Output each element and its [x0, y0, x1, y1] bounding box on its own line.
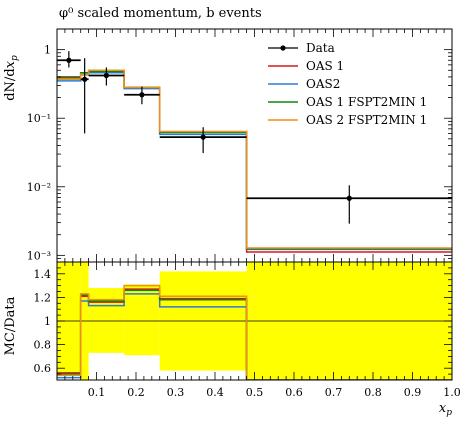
main-frame — [56, 28, 453, 263]
x-tick-label-5: 0.6 — [285, 386, 303, 399]
data-point-5 — [246, 185, 452, 224]
data-point-2 — [88, 67, 125, 86]
legend-entry-3: OAS 1 FSPT2MIN 1 — [268, 95, 427, 109]
y-axis-label-main: dN/dxp — [3, 55, 20, 101]
ratio-band-0 — [57, 262, 81, 375]
ratio-ytick-label-4: 1.4 — [34, 268, 52, 281]
legend-entry-4: OAS 2 FSPT2MIN 1 — [268, 113, 427, 127]
legend-label-3: OAS 1 FSPT2MIN 1 — [306, 95, 427, 109]
legend-entry-1: OAS 1 — [268, 59, 344, 73]
legend-label-0: Data — [306, 41, 335, 55]
x-tick-label-2: 0.3 — [167, 386, 185, 399]
x-axis-label: xp — [439, 401, 452, 418]
x-tick-label-1: 0.2 — [127, 386, 145, 399]
x-tick-label-4: 0.5 — [246, 386, 264, 399]
x-tick-label-3: 0.4 — [206, 386, 224, 399]
ratio-ytick-label-1: 0.8 — [34, 339, 52, 352]
main-ytick-label-2: 10⁻² — [27, 181, 51, 194]
data-point-1 — [80, 58, 89, 134]
ratio-ytick-label-3: 1.2 — [34, 291, 52, 304]
x-tick-label-8: 0.9 — [404, 386, 422, 399]
data-marker-3 — [139, 92, 145, 98]
legend-marker-0 — [280, 45, 286, 51]
main-ytick-label-1: 10⁻¹ — [27, 112, 51, 125]
ratio-band-3 — [124, 284, 160, 356]
series-line-3 — [57, 69, 452, 249]
main-ytick-label-0: 1 — [44, 44, 51, 57]
data-marker-1 — [82, 76, 88, 82]
main-plot: 1 10⁻¹ 10⁻² 10⁻³ Data OAS 1 OAS2 OAS 1 FSPT2MIN… — [27, 28, 453, 263]
x-tick-label-9: 1.0 — [443, 386, 461, 399]
x-tick-label-7: 0.8 — [364, 386, 382, 399]
chart-title: φ⁰ scaled momentum, b events — [59, 6, 262, 21]
legend-entry-2: OAS2 — [268, 77, 340, 91]
legend-label-2: OAS2 — [306, 77, 340, 91]
x-tick-label-0: 0.1 — [88, 386, 106, 399]
data-point-4 — [159, 127, 247, 154]
legend-label-1: OAS 1 — [306, 59, 344, 73]
data-marker-2 — [103, 72, 109, 79]
y-axis-label-ratio: MC/Data — [3, 296, 18, 355]
ratio-band-2 — [88, 287, 125, 353]
legend-label-4: OAS 2 FSPT2MIN 1 — [306, 113, 427, 127]
x-tick-label-6: 0.7 — [325, 386, 343, 399]
legend-entry-0: Data — [268, 41, 335, 55]
ratio-plot: 0.6 0.8 1 1.2 1.4 0.1 0.2 0.3 0.4 0.5 0.6 0.7 0.8 0.9… — [34, 261, 461, 399]
ratio-ytick-label-0: 0.6 — [34, 362, 52, 375]
data-marker-0 — [66, 57, 72, 63]
ratio-ytick-label-2: 1 — [44, 315, 51, 328]
data-marker-4 — [200, 134, 206, 140]
data-point-3 — [124, 86, 160, 105]
ratio-series-line-3 — [57, 284, 452, 380]
main-ytick-label-3: 10⁻³ — [27, 249, 51, 262]
data-marker-5 — [346, 195, 352, 201]
main-series-group — [57, 51, 452, 253]
ratio-series-group — [57, 262, 452, 380]
